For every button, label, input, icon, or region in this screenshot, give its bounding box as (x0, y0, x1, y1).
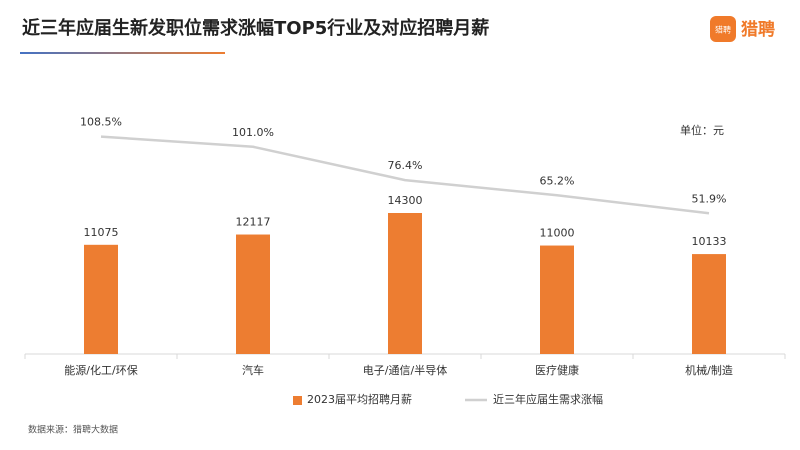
bar-value-label: 10133 (692, 235, 727, 248)
bar (540, 245, 574, 354)
line-value-label: 51.9% (692, 192, 727, 205)
bar-value-label: 11000 (540, 227, 575, 240)
bar-value-label: 11075 (84, 226, 119, 239)
x-tick-label: 能源/化工/环保 (64, 363, 137, 377)
bar (236, 234, 270, 354)
bar (388, 213, 422, 354)
title-underline (20, 52, 225, 54)
legend-swatch (293, 396, 302, 405)
x-tick-label: 机械/制造 (685, 363, 733, 377)
source: 数据来源：猎聘大数据 (28, 424, 118, 436)
bar-value-label: 14300 (388, 194, 423, 207)
legend-label: 2023届平均招聘月薪 (307, 392, 412, 406)
line (100, 135, 710, 215)
bar (84, 244, 118, 354)
bar (692, 254, 726, 354)
logo-icon (710, 16, 736, 42)
x-tick-label: 医疗健康 (535, 363, 579, 377)
x-tick-label: 汽车 (242, 363, 264, 377)
line-value-label: 108.5% (80, 116, 122, 129)
line-value-label: 76.4% (388, 159, 423, 172)
line-value-label: 101.0% (232, 126, 274, 139)
line-value-label: 65.2% (540, 174, 575, 187)
legend-label: 近三年应届生需求涨幅 (493, 392, 603, 406)
logo-icon-text: 猎聘 (715, 25, 731, 35)
chart-title: 近三年应届生新发职位需求涨幅TOP5行业及对应招聘月薪 (22, 17, 489, 39)
unit-label: 单位：元 (680, 123, 724, 137)
logo-text: 猎聘 (741, 19, 775, 40)
bar-value-label: 12117 (236, 216, 271, 229)
x-tick-label: 电子/通信/半导体 (363, 363, 447, 377)
